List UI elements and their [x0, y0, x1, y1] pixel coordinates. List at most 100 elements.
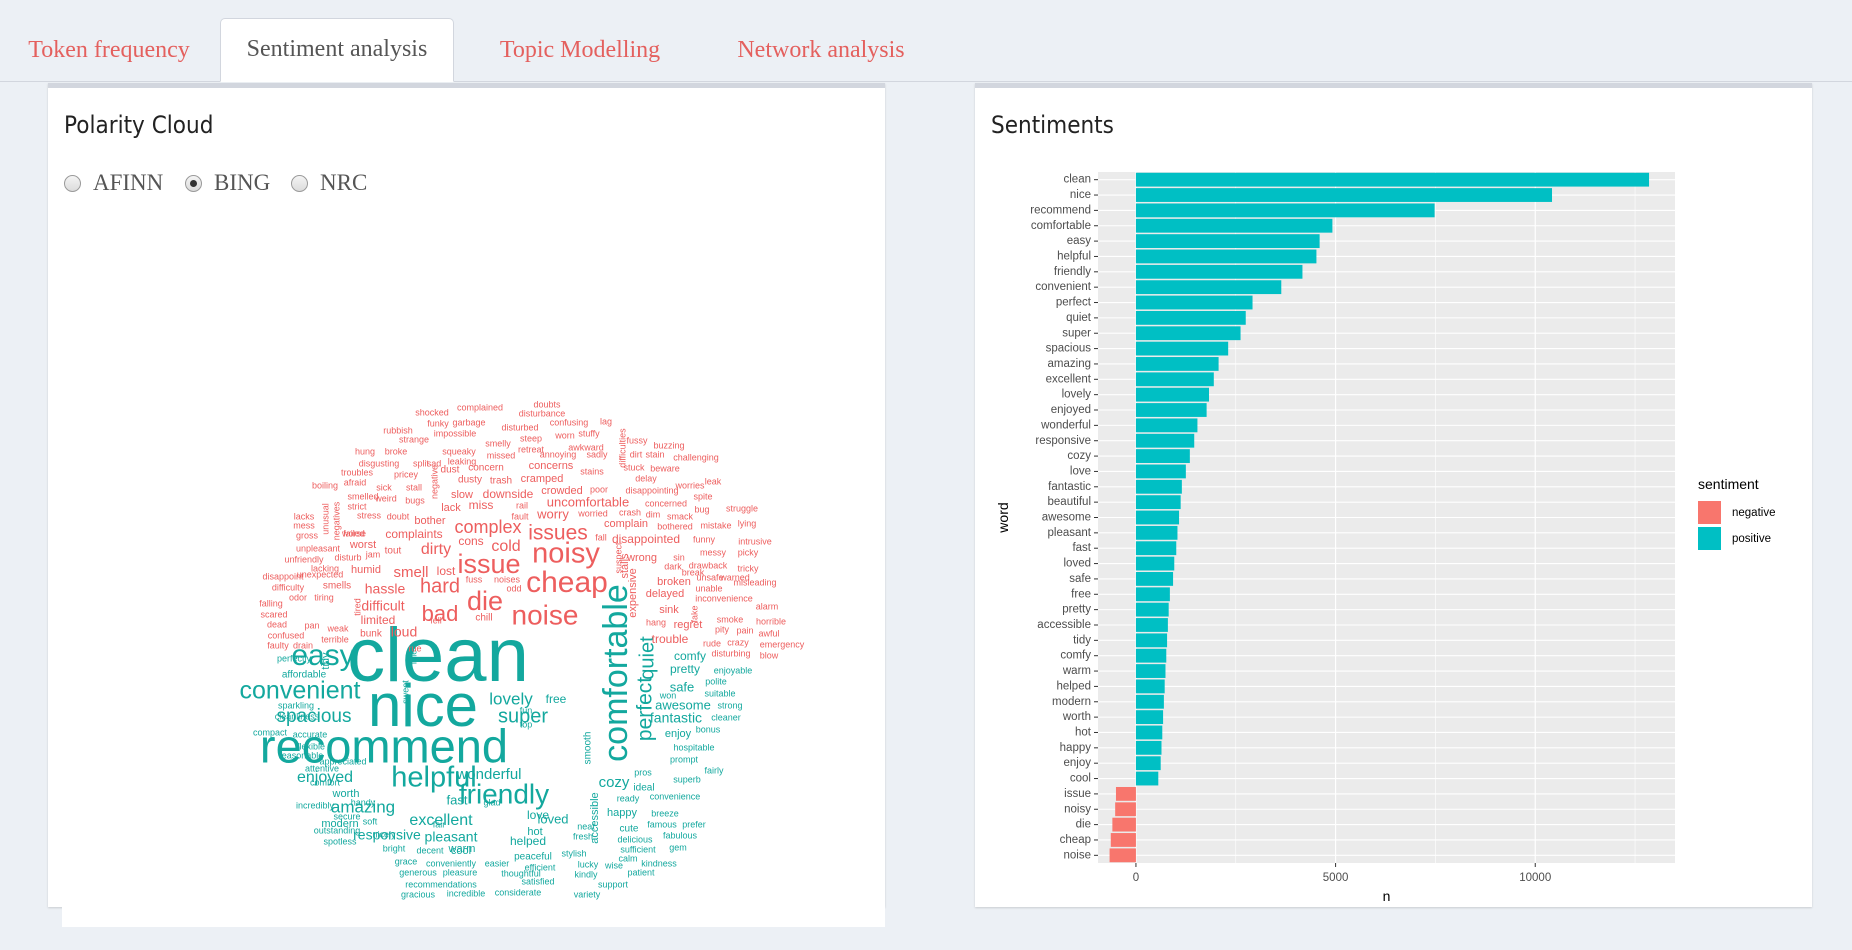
wordcloud-word: break: [682, 567, 705, 577]
bar-positive-warm: [1135, 664, 1166, 678]
tab-sentiment-analysis[interactable]: Sentiment analysis: [220, 18, 454, 82]
wordcloud-word: cleaner: [711, 712, 741, 722]
wordcloud-word: weird: [374, 493, 397, 503]
wordcloud-word: troubles: [341, 467, 374, 477]
y-tick-label: beautiful: [1048, 496, 1091, 508]
wordcloud-word: lack: [441, 502, 461, 514]
wordcloud-word: miss: [469, 498, 494, 512]
wordcloud-word: uncomfortable: [547, 494, 629, 509]
y-tick-label: die: [1076, 819, 1091, 831]
wordcloud-word: missed: [487, 450, 516, 460]
wordcloud-word: tout: [385, 546, 402, 557]
wordcloud-word: drawback: [689, 560, 728, 570]
wordcloud-word: tidy: [320, 652, 332, 670]
wordcloud-word: complain: [604, 518, 648, 530]
legend-label-negative: negative: [1732, 507, 1775, 519]
wordcloud-word: decent: [416, 845, 444, 855]
wordcloud-word: ideal: [633, 783, 654, 794]
bar-negative-noise: [1109, 848, 1136, 863]
wordcloud-word: misleading: [733, 577, 776, 587]
wordcloud-word: sufficient: [620, 844, 656, 854]
y-tick-label: excellent: [1046, 373, 1092, 385]
y-tick-label: noisy: [1064, 803, 1091, 815]
radio-dot-bing[interactable]: [185, 174, 202, 192]
tab-topic-modelling[interactable]: Topic Modelling: [499, 37, 661, 63]
wordcloud-word: spacious: [277, 706, 352, 727]
bar-positive-spacious: [1135, 341, 1229, 356]
wordcloud-word: humid: [351, 564, 381, 576]
wordcloud-word: cheap: [526, 566, 608, 599]
wordcloud-word: ready: [617, 793, 640, 803]
wordcloud-word: rubbish: [383, 425, 413, 435]
wordcloud-word: rail: [516, 500, 528, 510]
y-tick-label: fantastic: [1048, 481, 1091, 493]
wordcloud-word: bugs: [405, 495, 425, 505]
bar-positive-recommend: [1135, 203, 1435, 218]
wordcloud-word: sweet: [400, 680, 410, 704]
wordcloud-word: quiet: [636, 636, 658, 680]
wordcloud-word: concerned: [645, 498, 687, 508]
wordcloud-word: tricky: [738, 563, 759, 573]
wordcloud-word: broken: [657, 576, 691, 588]
wordcloud-word: annoying: [540, 449, 577, 459]
wordcloud-word: alarm: [756, 601, 779, 611]
y-tick-label: easy: [1067, 235, 1092, 247]
tab-network-analysis[interactable]: Network analysis: [737, 37, 905, 63]
wordcloud-word: soft: [363, 816, 378, 826]
wordcloud-word: accessible: [589, 792, 601, 843]
y-tick-label: quiet: [1066, 312, 1092, 324]
wordcloud-word: concern: [468, 463, 504, 474]
radio-nrc[interactable]: NRC: [291, 168, 367, 198]
radio-bing[interactable]: BING: [185, 168, 270, 198]
wordcloud-word: prompt: [670, 754, 699, 764]
tab-token-frequency[interactable]: Token frequency: [28, 37, 190, 63]
y-tick-label: issue: [1064, 788, 1091, 800]
wordcloud-word: die: [467, 586, 503, 616]
wordcloud-word: stuffy: [578, 428, 600, 438]
wordcloud-word: famous: [647, 819, 677, 829]
bar-positive-accessible: [1135, 618, 1168, 632]
radio-dot-nrc[interactable]: [291, 174, 308, 192]
wordcloud-word: stylish: [561, 848, 586, 858]
wordcloud-word: lying: [738, 518, 757, 528]
wordcloud-word: steep: [520, 433, 542, 443]
bar-positive-convenient: [1135, 280, 1282, 295]
wordcloud-word: comfortable: [597, 584, 635, 762]
wordcloud-word: sadly: [586, 449, 608, 459]
wordcloud-word: bunk: [360, 629, 383, 640]
bar-positive-free: [1135, 587, 1170, 602]
wordcloud-word: sin: [673, 552, 685, 562]
wordcloud-word: tired: [352, 598, 362, 616]
wordcloud-word: pan: [304, 620, 319, 630]
wordcloud-word: helpful: [391, 762, 476, 794]
wordcloud-word: variety: [574, 889, 601, 899]
sentiment-bar-chart: clean nice recommend comfortable easy helpful…: [995, 172, 1775, 904]
bar-positive-fast: [1135, 541, 1177, 556]
y-tick-label: safe: [1069, 573, 1091, 585]
wordcloud-word: rude: [703, 638, 721, 648]
wordcloud-word: disappointed: [612, 532, 680, 546]
wordcloud-word: tiring: [314, 592, 334, 602]
wordcloud-word: warned: [719, 572, 750, 582]
y-tick-label: pleasant: [1048, 527, 1092, 539]
bar-positive-pleasant: [1135, 525, 1178, 540]
panel-top-border: [48, 83, 885, 88]
wordcloud-word: attentive: [305, 763, 339, 773]
wordcloud-word: stall: [406, 482, 422, 492]
radio-afinn[interactable]: AFINN: [64, 168, 163, 198]
wordcloud-word: boiling: [312, 480, 338, 490]
radio-dot-afinn[interactable]: [64, 174, 81, 192]
wordcloud-word: convenience: [650, 791, 701, 801]
wordcloud-word: grace: [395, 856, 418, 866]
y-tick-label: modern: [1052, 696, 1091, 708]
wordcloud-word: crash: [619, 507, 641, 517]
wordcloud-word: flexible: [297, 741, 325, 751]
wordcloud-word: gross: [296, 530, 319, 540]
wordcloud-word: squeaky: [442, 446, 476, 456]
y-tick-label: loved: [1064, 558, 1092, 570]
wordcloud-word: enjoyable: [714, 665, 753, 675]
wordcloud-word: split: [413, 458, 430, 468]
y-tick-label: happy: [1060, 742, 1092, 754]
wordcloud-word: funky: [427, 418, 449, 428]
